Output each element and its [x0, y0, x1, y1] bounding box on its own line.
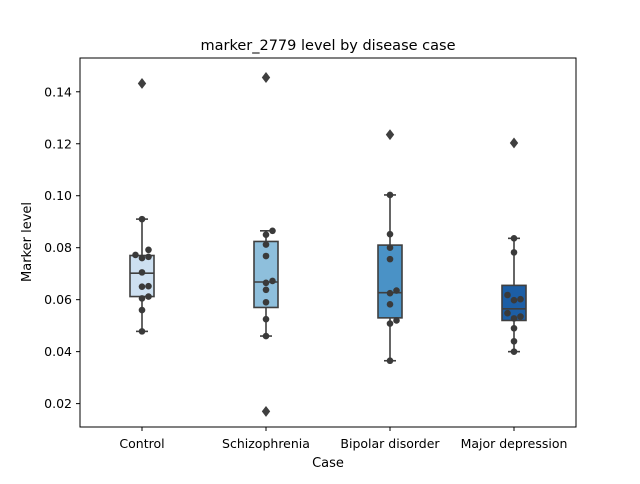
data-point — [386, 301, 394, 308]
data-point — [138, 215, 146, 223]
data-point — [262, 231, 270, 239]
data-point — [504, 291, 511, 299]
axes-frame — [79, 57, 577, 428]
data-point — [262, 252, 270, 260]
y-tick-label: 0.08 — [44, 240, 72, 255]
data-point — [262, 279, 270, 287]
y-axis: 0.02 0.04 0.06 0.08 0.10 0.12 0.14 — [44, 84, 80, 411]
box — [253, 240, 279, 309]
data-point — [262, 241, 270, 248]
x-tick-label: Major depression — [461, 436, 568, 451]
box-group-schizophrenia — [253, 72, 279, 417]
data-point — [517, 313, 524, 320]
data-point — [145, 282, 152, 290]
data-point — [386, 357, 394, 365]
data-point — [510, 235, 518, 242]
data-point — [386, 289, 394, 297]
x-axis: Control Schizophrenia Bipolar disorder Majo… — [119, 427, 567, 451]
y-axis-label: Marker level — [20, 202, 35, 282]
data-point — [138, 254, 146, 262]
x-axis-label: Case — [312, 456, 344, 471]
plot-area — [129, 72, 527, 417]
box-group-control — [129, 78, 155, 335]
y-tick-label: 0.14 — [44, 84, 72, 99]
data-point — [504, 309, 511, 317]
box-group-bipolar-disorder — [377, 129, 403, 365]
data-point — [145, 253, 152, 261]
outlier-point — [137, 78, 147, 89]
data-point — [510, 315, 518, 322]
chart-title: marker_2779 level by disease case — [201, 38, 456, 54]
data-point — [510, 337, 518, 345]
data-point — [145, 293, 152, 300]
data-point — [145, 246, 152, 254]
data-point — [510, 249, 518, 256]
data-point — [510, 324, 518, 332]
data-point — [262, 286, 270, 294]
y-tick-label: 0.04 — [44, 344, 72, 359]
box — [129, 254, 155, 298]
outlier-point — [261, 72, 271, 83]
data-point — [138, 328, 146, 335]
data-point — [393, 287, 400, 294]
data-point — [138, 295, 146, 302]
data-point — [386, 244, 394, 251]
data-point — [262, 315, 270, 323]
data-point — [510, 348, 518, 355]
data-point — [393, 317, 400, 324]
outlier-point — [509, 137, 519, 149]
data-point — [132, 251, 139, 259]
data-point — [138, 306, 146, 314]
x-tick-label: Control — [119, 436, 164, 451]
y-tick-label: 0.02 — [44, 396, 72, 411]
y-tick-label: 0.06 — [44, 292, 72, 307]
y-tick-label: 0.12 — [44, 136, 72, 151]
data-point — [138, 283, 146, 290]
x-tick-label: Schizophrenia — [222, 436, 310, 451]
data-point — [386, 191, 394, 199]
data-point — [517, 295, 524, 303]
data-point — [510, 296, 518, 304]
data-point — [138, 269, 146, 276]
outlier-point — [385, 129, 395, 141]
box-group-major-depression — [501, 137, 527, 355]
outlier-point — [261, 405, 271, 417]
data-point — [386, 230, 394, 238]
x-tick-label: Bipolar disorder — [340, 436, 440, 451]
y-tick-label: 0.10 — [44, 188, 72, 203]
data-point — [386, 255, 394, 263]
data-point — [269, 227, 276, 235]
data-point — [386, 320, 394, 327]
data-point — [269, 277, 276, 285]
data-point — [262, 298, 270, 306]
data-point — [262, 332, 270, 340]
